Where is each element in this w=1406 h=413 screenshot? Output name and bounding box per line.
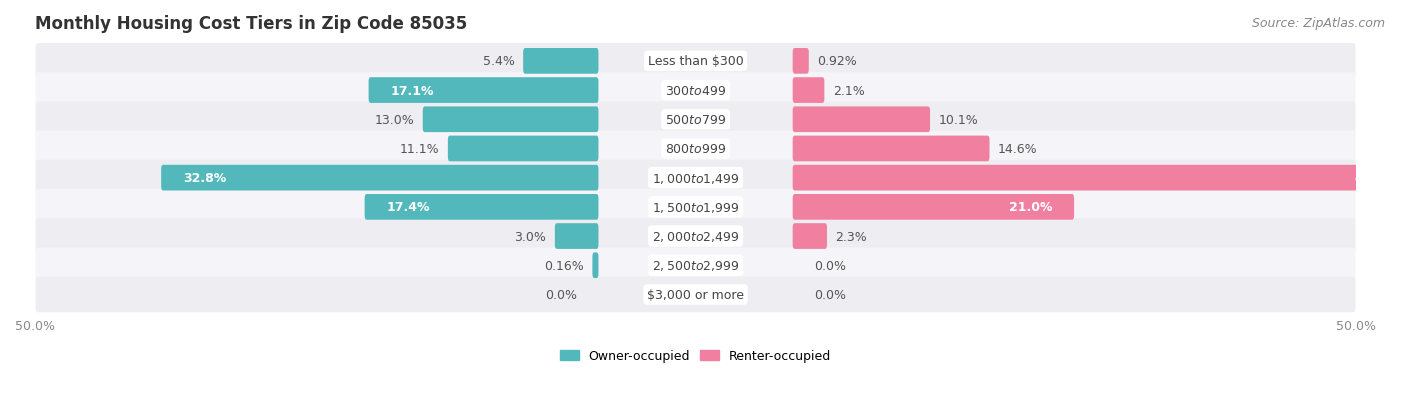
FancyBboxPatch shape bbox=[793, 78, 824, 104]
FancyBboxPatch shape bbox=[35, 219, 1355, 254]
FancyBboxPatch shape bbox=[35, 161, 1355, 196]
FancyBboxPatch shape bbox=[35, 190, 1355, 225]
Text: $2,000 to $2,499: $2,000 to $2,499 bbox=[652, 230, 740, 243]
Text: 5.4%: 5.4% bbox=[482, 55, 515, 68]
Text: 3.0%: 3.0% bbox=[515, 230, 547, 243]
Text: 2.3%: 2.3% bbox=[835, 230, 868, 243]
Text: 0.92%: 0.92% bbox=[817, 55, 858, 68]
FancyBboxPatch shape bbox=[35, 44, 1355, 79]
FancyBboxPatch shape bbox=[162, 166, 599, 191]
FancyBboxPatch shape bbox=[364, 195, 599, 220]
FancyBboxPatch shape bbox=[368, 78, 599, 104]
Text: $500 to $799: $500 to $799 bbox=[665, 114, 727, 126]
FancyBboxPatch shape bbox=[793, 136, 990, 162]
Text: 0.0%: 0.0% bbox=[544, 288, 576, 301]
Text: Source: ZipAtlas.com: Source: ZipAtlas.com bbox=[1251, 17, 1385, 29]
FancyBboxPatch shape bbox=[592, 253, 599, 278]
Text: 10.1%: 10.1% bbox=[939, 114, 979, 126]
FancyBboxPatch shape bbox=[35, 73, 1355, 109]
Text: $800 to $999: $800 to $999 bbox=[665, 142, 727, 156]
FancyBboxPatch shape bbox=[793, 107, 929, 133]
FancyBboxPatch shape bbox=[423, 107, 599, 133]
Text: 47.2%: 47.2% bbox=[1355, 172, 1399, 185]
FancyBboxPatch shape bbox=[793, 195, 1074, 220]
FancyBboxPatch shape bbox=[449, 136, 599, 162]
Text: $1,000 to $1,499: $1,000 to $1,499 bbox=[652, 171, 740, 185]
Text: 0.0%: 0.0% bbox=[814, 259, 846, 272]
FancyBboxPatch shape bbox=[35, 248, 1355, 283]
Text: Monthly Housing Cost Tiers in Zip Code 85035: Monthly Housing Cost Tiers in Zip Code 8… bbox=[35, 15, 467, 33]
FancyBboxPatch shape bbox=[793, 166, 1406, 191]
Text: 32.8%: 32.8% bbox=[183, 172, 226, 185]
FancyBboxPatch shape bbox=[35, 277, 1355, 313]
Text: 17.4%: 17.4% bbox=[387, 201, 430, 214]
Text: $300 to $499: $300 to $499 bbox=[665, 84, 727, 97]
Text: 14.6%: 14.6% bbox=[998, 142, 1038, 156]
Text: 0.0%: 0.0% bbox=[814, 288, 846, 301]
FancyBboxPatch shape bbox=[35, 131, 1355, 167]
Legend: Owner-occupied, Renter-occupied: Owner-occupied, Renter-occupied bbox=[555, 344, 837, 367]
Text: 11.1%: 11.1% bbox=[399, 142, 439, 156]
FancyBboxPatch shape bbox=[35, 102, 1355, 138]
Text: $1,500 to $1,999: $1,500 to $1,999 bbox=[652, 200, 740, 214]
FancyBboxPatch shape bbox=[793, 49, 808, 74]
FancyBboxPatch shape bbox=[555, 224, 599, 249]
Text: 21.0%: 21.0% bbox=[1008, 201, 1052, 214]
FancyBboxPatch shape bbox=[523, 49, 599, 74]
Text: $2,500 to $2,999: $2,500 to $2,999 bbox=[652, 259, 740, 273]
Text: 17.1%: 17.1% bbox=[391, 84, 434, 97]
Text: 13.0%: 13.0% bbox=[374, 114, 415, 126]
Text: 0.16%: 0.16% bbox=[544, 259, 583, 272]
Text: 2.1%: 2.1% bbox=[832, 84, 865, 97]
Text: $3,000 or more: $3,000 or more bbox=[647, 288, 744, 301]
FancyBboxPatch shape bbox=[793, 224, 827, 249]
Text: Less than $300: Less than $300 bbox=[648, 55, 744, 68]
